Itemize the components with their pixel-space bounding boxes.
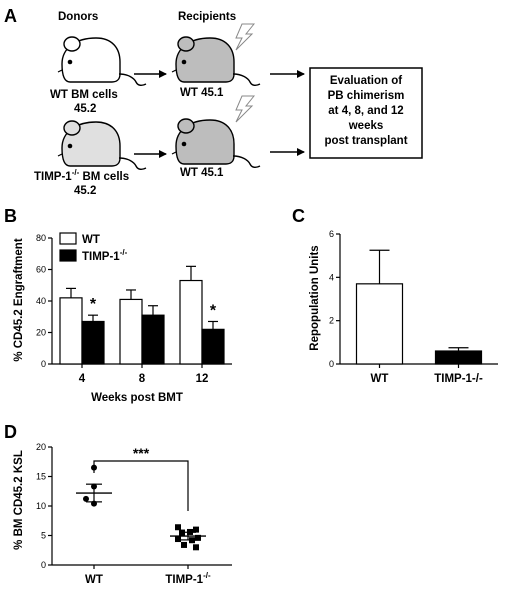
donor-mouse-timp-icon [57,120,147,171]
panel-b-bars: * * [59,265,225,365]
panel-d-y-tick-label: 5 [41,531,46,541]
panel-b-y-tick-label: 20 [36,328,46,338]
panel-b-y-tick-label: 80 [36,233,46,243]
donor-wt-label-line1: WT BM cells [50,89,118,101]
panel-c-y-tick-label: 2 [329,316,334,326]
donor-timp-label: TIMP-1-/- BM cells [34,168,129,183]
panel-b-x-axis-label: Weeks post BMT [91,392,183,404]
panel-b-legend-swatch [59,249,77,262]
panel-b-x-tick-label: 8 [139,373,146,385]
panel-b-letter: B [4,206,17,226]
panel-c-x-tick-label: WT [371,373,389,385]
panel-d: D 0 5 10 15 20 WT TIMP-1-/- *** % BM CD45.2 KS… [4,422,232,586]
panel-b-bar [119,298,143,365]
panel-d-y-tick-label: 0 [41,560,46,570]
panel-b-y-axis-label: % CD45.2 Engraftment [13,238,25,362]
recipients-label: Recipients [178,11,236,23]
panel-d-y-tick-label: 15 [36,472,46,482]
evaluation-line: weeks [348,120,384,132]
panel-c-x-tick-label: TIMP-1-/- [434,373,483,385]
panel-b-legend-swatch [59,232,77,245]
panel-b-bar [81,320,105,365]
panel-b-significance-star: * [210,302,217,319]
panel-d-significance-bracket [93,460,189,511]
panel-d-significance-label: *** [133,445,150,461]
evaluation-line: Evaluation of [330,75,402,87]
panel-b-y-tick-label: 0 [41,359,46,369]
evaluation-line: at 4, 8, and 12 [328,105,403,117]
panel-b-significance-star: * [90,296,97,313]
panel-d-point-timp [175,536,181,543]
panel-d-point-timp [193,526,199,533]
panel-c-bars [355,249,483,365]
panel-b-x-tick-label: 4 [79,373,86,385]
recipient-mouse-2-icon [171,118,261,169]
panel-c-y-axis-label: Repopulation Units [309,245,321,350]
evaluation-text: Evaluation of PB chimerism at 4, 8, and … [324,75,407,147]
panel-d-y-axis-label: % BM CD45.2 KSL [13,450,25,550]
recipient-1-label: WT 45.1 [180,87,224,99]
donors-label: Donors [58,11,98,23]
evaluation-line: PB chimerism [328,90,405,102]
irradiation-bolt-1-icon [235,23,255,51]
panel-b-y-tick-label: 40 [36,296,46,306]
panel-c-y-tick-label: 0 [329,359,334,369]
panel-b-legend-label: TIMP-1-/- [82,248,128,263]
panel-c-bar [434,350,483,365]
recipient-mouse-1-icon [171,36,261,87]
panel-d-y-tick-label: 10 [36,501,46,511]
panel-b-legend-label: WT [82,234,100,246]
panel-c: C 0 2 4 6 WT TIMP-1-/- Repopulation Units [292,206,498,385]
panel-d-point-timp [195,534,201,541]
panel-d-points: *** [76,445,206,551]
evaluation-line: post transplant [324,135,407,147]
panel-c-y-tick-label: 4 [329,272,334,282]
panel-c-y-tick-label: 6 [329,229,334,239]
donor-timp-label-line2: 45.2 [74,185,96,197]
panel-b-y-tick-label: 60 [36,265,46,275]
panel-b-x-tick-label: 12 [196,373,209,385]
panel-b-bar [59,297,83,365]
panel-d-point-wt [83,495,89,502]
panel-d-x-tick-label: WT [85,574,103,586]
recipient-2-label: WT 45.1 [180,167,224,179]
panel-b-bar [201,328,225,365]
panel-a: A Donors Recipients WT BM cells 45.2 WT … [4,6,423,197]
panel-a-letter: A [4,6,17,26]
panel-d-x-tick-label: TIMP-1-/- [165,571,211,586]
panel-d-point-timp [175,524,181,531]
donor-mouse-wt-icon [57,36,147,87]
irradiation-bolt-2-icon [235,95,255,123]
panel-d-axes: 0 5 10 15 20 WT TIMP-1-/- [36,442,232,586]
donor-wt-label-line2: 45.2 [74,103,96,115]
panel-d-letter: D [4,422,17,442]
panel-d-y-tick-label: 20 [36,442,46,452]
panel-d-point-timp [193,544,199,551]
evaluation-box [309,67,423,159]
panel-d-point-timp [181,541,187,548]
panel-c-letter: C [292,206,305,226]
panel-b-legend: WT TIMP-1-/- [59,232,128,263]
panel-c-bar [355,283,404,365]
panel-b-bar [179,279,203,365]
panel-b-bar [141,314,165,365]
